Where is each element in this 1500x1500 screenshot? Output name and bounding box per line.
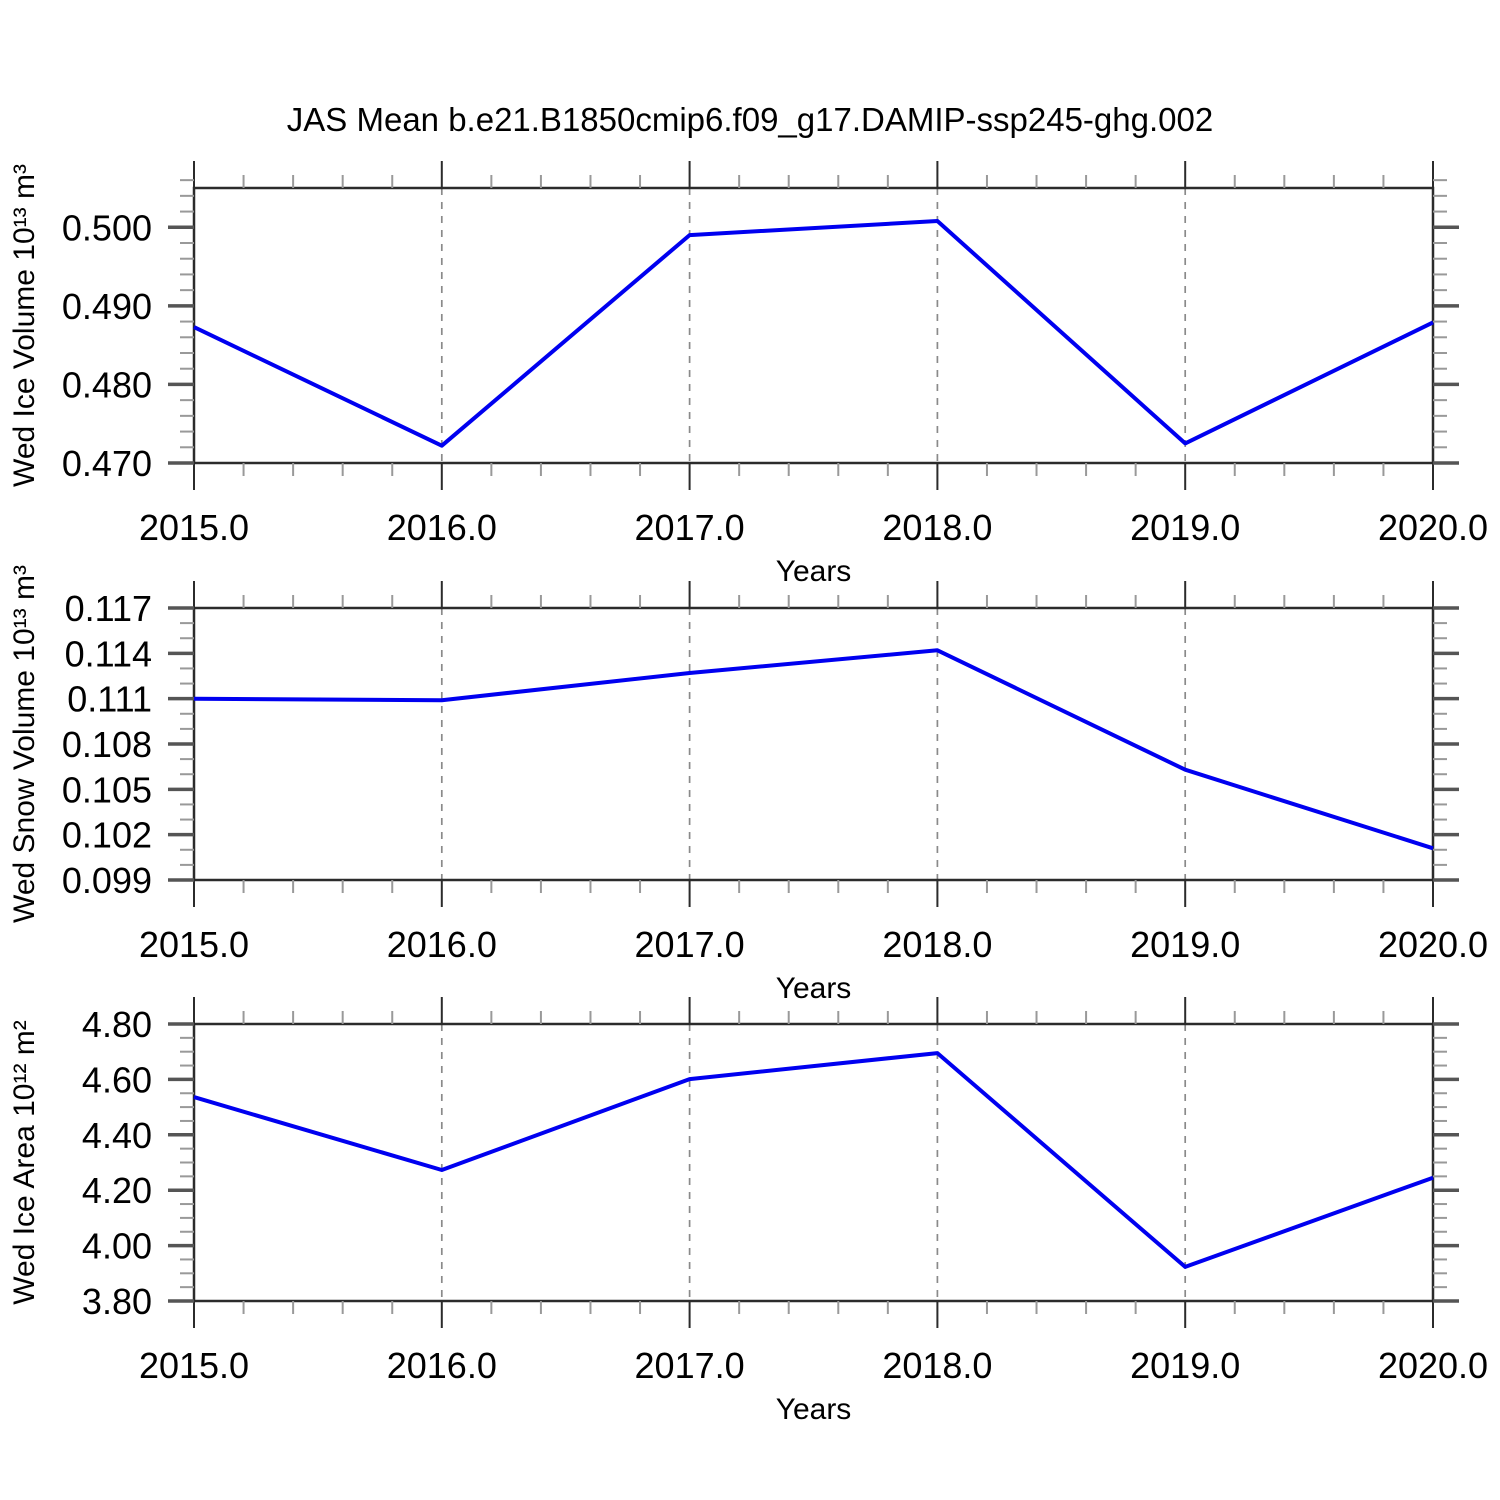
- x-tick-label: 2017.0: [635, 507, 745, 548]
- data-line-wed-ice-area: [193, 1051, 1434, 1269]
- y-tick-label: 0.111: [67, 679, 152, 720]
- y-axis-title: Wed Ice Area 10¹² m²: [8, 1020, 41, 1305]
- data-line-wed-ice-volume: [193, 219, 1434, 448]
- y-tick-label: 4.40: [82, 1115, 152, 1156]
- figure-title: JAS Mean b.e21.B1850cmip6.f09_g17.DAMIP-…: [286, 101, 1214, 138]
- y-tick-label: 0.105: [62, 769, 152, 810]
- y-tick-label: 4.00: [82, 1226, 152, 1267]
- y-axis-title: Wed Ice Volume 10¹³ m³: [8, 164, 41, 487]
- y-tick-label: 0.470: [62, 443, 152, 484]
- x-tick-label: 2016.0: [387, 924, 497, 965]
- x-tick-label: 2020.0: [1378, 507, 1488, 548]
- x-tick-label: 2018.0: [882, 507, 992, 548]
- x-tick-label: 2018.0: [882, 1345, 992, 1386]
- y-axis-title: Wed Snow Volume 10¹³ m³: [8, 565, 41, 923]
- y-tick-label: 3.80: [82, 1281, 152, 1322]
- y-tick-label: 4.20: [82, 1170, 152, 1211]
- panel-wed-ice-area: 4.80 4.60 4.40 4.20 4.00 3.80 2015.0 2016.0 2017…: [8, 997, 1488, 1426]
- y-tick-label: 0.114: [65, 633, 152, 674]
- x-tick-label: 2016.0: [387, 507, 497, 548]
- y-tick-label: 0.480: [62, 364, 152, 405]
- x-tick-label: 2015.0: [139, 1345, 249, 1386]
- y-tick-label: 0.102: [62, 815, 152, 856]
- y-tick-label: 4.80: [82, 1004, 152, 1045]
- plot-frame: [192, 606, 1435, 882]
- y-tick-label: 0.117: [65, 588, 152, 629]
- x-tick-label: 2018.0: [882, 924, 992, 965]
- x-tick-label: 2020.0: [1378, 1345, 1488, 1386]
- x-axis-label: Years: [776, 1393, 852, 1426]
- data-line-wed-snow-volume: [193, 648, 1434, 851]
- y-tick-label: 0.099: [62, 860, 152, 901]
- x-tick-label: 2019.0: [1130, 924, 1240, 965]
- y-tick-label: 4.60: [82, 1059, 152, 1100]
- x-tick-label: 2019.0: [1130, 507, 1240, 548]
- y-tick-label: 0.500: [62, 207, 152, 248]
- y-tick-label: 0.108: [62, 724, 152, 765]
- x-axis-label: Years: [776, 972, 852, 1005]
- plot-frame: [192, 186, 1435, 465]
- panel-wed-ice-volume: 0.500 0.490 0.480 0.470 2015.0 2016.0 2017.0 20…: [8, 161, 1488, 588]
- x-tick-label: 2019.0: [1130, 1345, 1240, 1386]
- x-axis-label: Years: [776, 555, 852, 588]
- x-tick-label: 2015.0: [139, 924, 249, 965]
- x-tick-label: 2017.0: [635, 1345, 745, 1386]
- x-tick-label: 2015.0: [139, 507, 249, 548]
- x-tick-label: 2016.0: [387, 1345, 497, 1386]
- y-tick-label: 0.490: [62, 286, 152, 327]
- x-tick-label: 2017.0: [635, 924, 745, 965]
- x-tick-label: 2020.0: [1378, 924, 1488, 965]
